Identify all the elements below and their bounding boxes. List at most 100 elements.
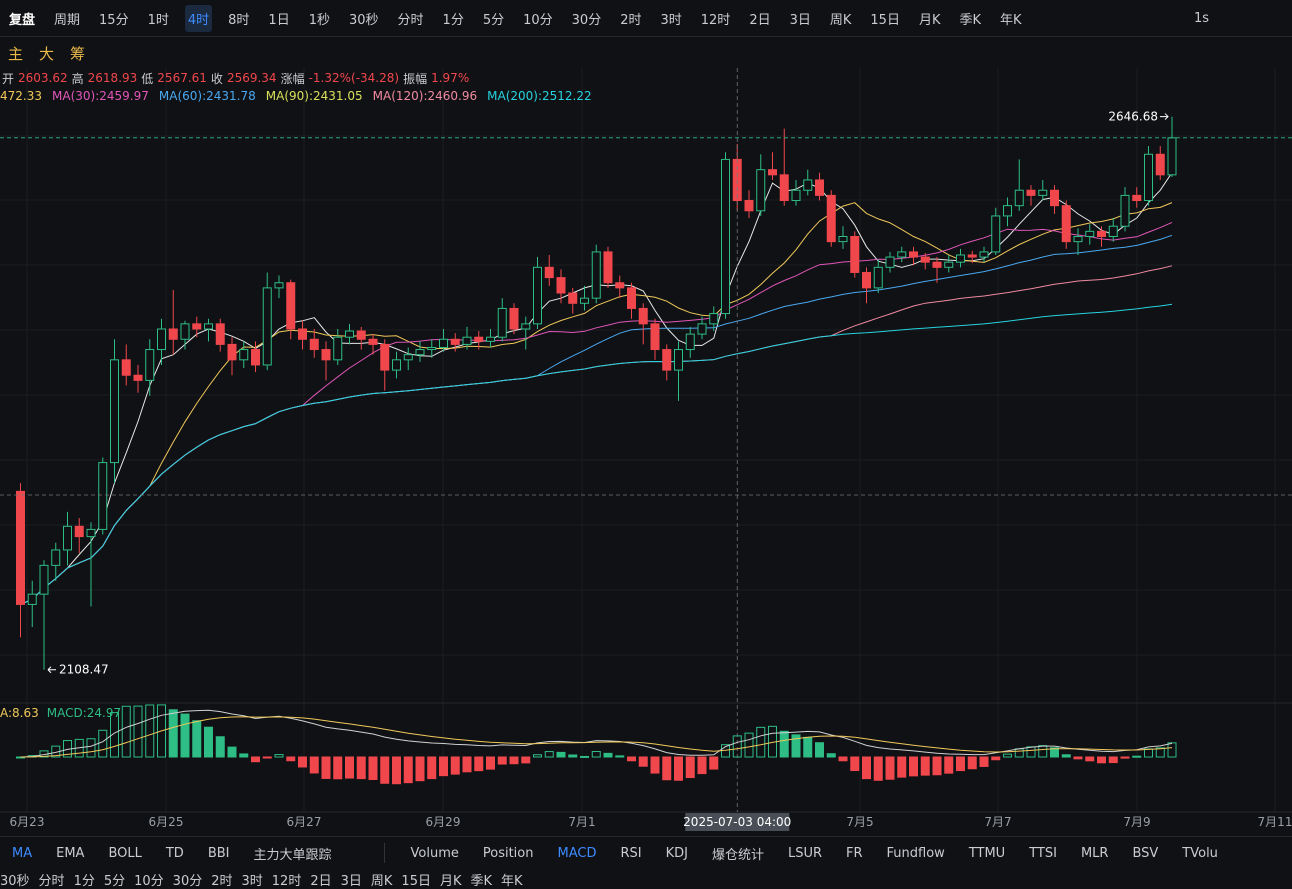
sub-indicator-tab[interactable]: TTSI (1029, 845, 1057, 861)
candle-body (862, 271, 871, 289)
period-button[interactable]: 周K (829, 12, 852, 28)
period-button[interactable]: 15分 (99, 12, 129, 28)
sub-indicator-tab[interactable]: FR (846, 845, 863, 861)
period-button[interactable]: 1日 (268, 12, 290, 28)
period-button[interactable]: 15日 (870, 12, 900, 28)
candle-body (591, 251, 601, 299)
macd-bar (204, 726, 213, 758)
period-button[interactable]: 4时 (184, 4, 213, 32)
macd-bar (1108, 756, 1118, 764)
macd-bar (638, 756, 648, 767)
candle-body (1085, 230, 1095, 237)
indicator-tab[interactable]: BOLL (108, 845, 142, 861)
info-value: 2569.34 (226, 71, 277, 85)
macd-bar (1097, 756, 1106, 764)
period-button[interactable]: 2时 (620, 12, 642, 28)
period-button[interactable]: 15日 (401, 873, 431, 889)
period-button[interactable]: 10分 (523, 12, 553, 28)
macd-bar (709, 756, 719, 770)
indicator-tab[interactable]: MA (12, 845, 33, 861)
sub-indicator-tab[interactable]: Fundflow (886, 845, 945, 861)
candle-body (744, 200, 754, 212)
macd-bar (509, 756, 519, 765)
period-button[interactable]: 8时 (228, 12, 250, 28)
period-button[interactable]: 30秒 (348, 12, 379, 28)
pane-toggle[interactable]: 筹 (70, 44, 86, 63)
macd-bar (439, 756, 448, 777)
candle-body (603, 251, 613, 284)
period-button[interactable]: 3日 (789, 12, 811, 28)
period-button[interactable]: 复盘 (9, 12, 36, 28)
period-button[interactable]: 2时 (211, 873, 233, 889)
pane-toggle[interactable]: 大 (39, 44, 55, 63)
macd-bar (1167, 742, 1177, 758)
period-button[interactable]: 年K (501, 873, 523, 889)
sub-indicator-tab[interactable]: TTMU (968, 845, 1006, 861)
macd-bar (368, 756, 378, 780)
crosshair-label: 2025-07-03 04:00 (683, 815, 791, 829)
interval-button[interactable]: 1s (1193, 10, 1209, 26)
period-button[interactable]: 季K (470, 873, 493, 889)
candle-body (415, 349, 425, 356)
sub-indicator-tab[interactable]: MLR (1080, 845, 1109, 861)
sub-indicator-tab[interactable]: MACD (557, 845, 597, 861)
candle-body (897, 251, 907, 258)
period-button[interactable]: 1时 (147, 12, 169, 28)
period-button[interactable]: 年K (1000, 12, 1022, 28)
bottom-periods: 30秒 分时 1分 5分 10分 30分 2时 3时 12时 2日 3日 周K 15日 月K 季K 年K (0, 869, 523, 889)
period-button[interactable]: 3日 (340, 873, 362, 889)
period-button[interactable]: 12时 (271, 873, 302, 889)
sub-indicator-tab[interactable]: 爆仓统计 (711, 847, 764, 863)
period-button[interactable]: 10分 (134, 873, 164, 889)
period-button[interactable]: 分时 (38, 873, 65, 889)
indicator-tab[interactable]: BBI (207, 845, 230, 861)
period-button[interactable]: 5分 (103, 873, 126, 889)
macd-bar (650, 756, 660, 774)
period-button[interactable]: 分时 (397, 12, 424, 28)
sub-indicator-tab[interactable]: Volume (410, 845, 459, 861)
macd-bar (1003, 753, 1012, 758)
period-button[interactable]: 30秒 (0, 873, 30, 889)
period-button[interactable]: 周期 (54, 12, 81, 28)
indicator-tab[interactable]: TD (165, 845, 184, 861)
candle-body (27, 593, 37, 605)
candle-body (321, 349, 331, 361)
period-button[interactable]: 30分 (571, 12, 602, 28)
macd-legend: A:8.63 MACD:24.97 (0, 706, 121, 720)
info-value: -1.32%(-34.28) (308, 71, 400, 85)
indicator-tab[interactable]: 主力大单跟踪 (253, 847, 332, 863)
period-button[interactable]: 周K (370, 873, 393, 889)
period-button[interactable]: 月K (439, 873, 462, 889)
period-button[interactable]: 2日 (749, 12, 771, 28)
candle-body (920, 256, 930, 263)
candle-body (697, 323, 707, 335)
macd-bar (380, 756, 390, 784)
period-button[interactable]: 2日 (310, 873, 332, 889)
period-button[interactable]: 12时 (700, 12, 731, 28)
macd-bar (145, 704, 155, 758)
indicator-tab[interactable]: EMA (56, 845, 85, 861)
period-button[interactable]: 3时 (660, 12, 682, 28)
period-button[interactable]: 1分 (73, 873, 95, 889)
sub-indicator-tab[interactable]: BSV (1132, 845, 1159, 861)
candle-body (568, 292, 578, 304)
sub-indicator-tab[interactable]: Position (482, 845, 534, 861)
candle-body (1167, 137, 1177, 176)
period-button[interactable]: 30分 (172, 873, 203, 889)
sub-indicator-tab[interactable]: RSI (620, 845, 642, 861)
sub-indicator-tab[interactable]: KDJ (665, 845, 688, 861)
candle-body (556, 277, 566, 294)
period-button[interactable]: 月K (918, 12, 941, 28)
period-button[interactable]: 1秒 (308, 12, 330, 28)
candle-body (509, 307, 519, 330)
candle-body (1120, 194, 1130, 227)
period-button[interactable]: 季K (959, 12, 982, 28)
period-button[interactable]: 5分 (482, 12, 505, 28)
sub-indicator-tab[interactable]: TVolu (1182, 845, 1218, 861)
pane-toggle[interactable]: 主 (8, 44, 24, 63)
period-button[interactable]: 1分 (442, 12, 464, 28)
sub-indicator-tab[interactable]: LSUR (787, 845, 823, 861)
period-button[interactable]: 3时 (241, 873, 263, 889)
macd-bar (462, 756, 472, 773)
ma-value: MA(60):2431.78 (158, 89, 256, 103)
